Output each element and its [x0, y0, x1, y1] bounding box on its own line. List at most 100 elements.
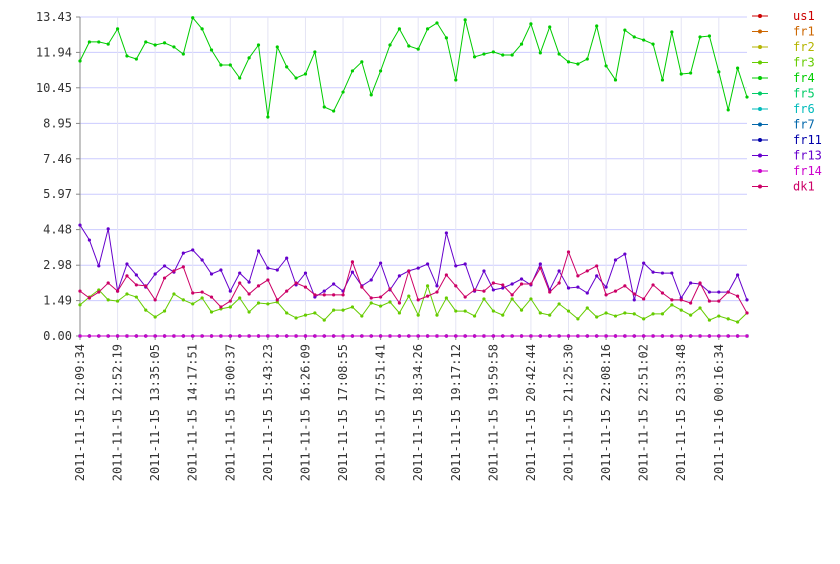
data-point — [660, 291, 665, 295]
data-point — [407, 44, 411, 48]
legend-swatch — [758, 122, 762, 127]
data-point — [557, 281, 561, 285]
data-point — [745, 311, 749, 315]
data-point — [191, 291, 195, 295]
data-point — [717, 290, 721, 294]
data-point — [350, 334, 355, 338]
data-point — [228, 63, 232, 67]
y-tick-label: 1.49 — [43, 294, 72, 308]
data-point — [87, 296, 91, 300]
data-point — [341, 293, 345, 297]
data-point — [266, 334, 270, 338]
legend-swatch — [758, 153, 762, 158]
data-point — [228, 299, 232, 303]
data-point — [238, 296, 242, 300]
data-point — [350, 260, 355, 264]
data-point — [369, 93, 373, 97]
data-point — [153, 334, 157, 338]
y-tick-label: 5.97 — [43, 187, 72, 201]
x-tick-label: 2011-11-15 15:43:23 — [261, 344, 275, 481]
legend-label: us1 — [793, 9, 815, 23]
data-point — [209, 334, 214, 338]
x-tick-label: 2011-11-15 16:26:09 — [298, 344, 312, 481]
data-point — [162, 41, 167, 45]
legend-label: fr7 — [793, 118, 815, 132]
data-point — [736, 320, 740, 324]
data-point — [717, 314, 721, 318]
data-point — [191, 334, 195, 338]
data-point — [294, 281, 298, 285]
data-point — [153, 298, 157, 302]
data-point — [454, 284, 458, 288]
data-point — [463, 334, 467, 338]
data-point — [510, 53, 514, 57]
data-point — [332, 109, 336, 113]
data-point — [548, 313, 552, 317]
data-point — [454, 309, 458, 313]
data-point — [642, 261, 646, 265]
data-point — [642, 317, 646, 321]
data-point — [689, 281, 693, 285]
data-point — [200, 258, 204, 262]
data-point — [322, 293, 326, 297]
data-point — [472, 314, 477, 318]
data-point — [745, 334, 749, 338]
data-point — [519, 42, 524, 46]
data-point — [285, 289, 289, 293]
data-point — [726, 317, 730, 321]
x-tick-label: 2011-11-15 22:51:02 — [637, 344, 651, 481]
data-point — [162, 309, 167, 313]
data-point — [78, 59, 82, 63]
data-point — [266, 278, 270, 282]
data-point — [294, 76, 298, 80]
x-tick-label: 2011-11-15 23:33:48 — [674, 344, 688, 481]
legend-swatch — [758, 91, 762, 96]
data-point — [548, 290, 552, 294]
x-tick-label: 2011-11-15 21:25:30 — [562, 344, 576, 481]
data-point — [425, 284, 430, 288]
x-tick-label: 2011-11-15 19:59:58 — [486, 344, 500, 481]
data-point — [285, 65, 289, 69]
data-point — [689, 313, 693, 317]
data-point — [463, 18, 467, 22]
legend-label: fr11 — [793, 133, 822, 147]
data-point — [266, 115, 270, 119]
y-tick-label: 10.45 — [36, 81, 72, 95]
data-point — [519, 277, 524, 281]
data-point — [595, 24, 599, 28]
data-point — [125, 292, 129, 296]
legend-swatch — [758, 138, 762, 142]
data-point — [726, 290, 730, 294]
data-point — [115, 299, 120, 303]
data-point — [454, 334, 458, 338]
data-point — [162, 264, 167, 268]
data-point — [303, 334, 308, 338]
legend-label: fr13 — [793, 149, 822, 163]
data-point — [707, 34, 712, 38]
data-point — [707, 318, 712, 322]
data-point — [153, 43, 157, 47]
data-point — [134, 295, 138, 299]
data-point — [604, 293, 608, 297]
data-point — [444, 36, 448, 40]
data-point — [604, 64, 608, 68]
data-point — [256, 249, 261, 253]
y-tick-label: 11.94 — [36, 45, 72, 59]
legend-label: dk1 — [793, 180, 815, 194]
data-point — [444, 231, 448, 235]
data-point — [209, 295, 214, 299]
data-point — [538, 334, 542, 338]
data-point — [369, 278, 373, 282]
data-point — [425, 262, 430, 266]
data-point — [247, 334, 251, 338]
data-point — [670, 303, 674, 307]
data-point — [407, 294, 411, 298]
data-point — [322, 318, 326, 322]
legend-swatch — [758, 45, 762, 49]
data-point — [134, 334, 138, 338]
data-point — [726, 334, 730, 338]
data-point — [613, 314, 618, 318]
data-point — [566, 250, 571, 254]
data-point — [613, 258, 618, 262]
data-point — [623, 28, 627, 32]
